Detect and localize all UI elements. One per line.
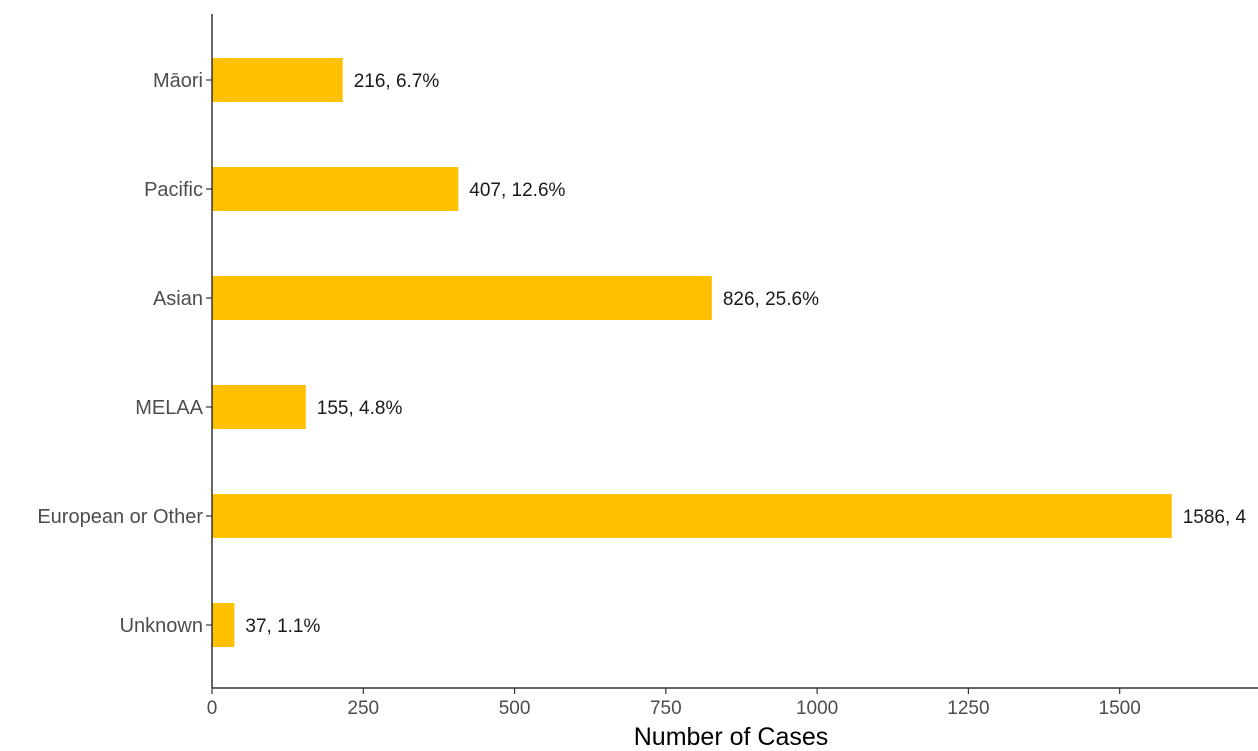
x-tick-label: 250: [347, 698, 379, 719]
bar-value-label: 155, 4.8%: [317, 398, 403, 419]
x-tick-label: 750: [650, 698, 682, 719]
category-label: Māori: [153, 70, 203, 92]
bar: [212, 494, 1172, 538]
x-axis-ticks: 0 250 500 750 1000 1250 1500: [206, 79, 1141, 719]
category-label: European or Other: [37, 506, 203, 528]
data-labels: 216, 6.7% 407, 12.6% 826, 25.6% 155, 4.8% 15…: [245, 71, 1246, 637]
bar-value-label: 826, 25.6%: [723, 289, 819, 310]
bars: [212, 58, 1172, 647]
category-labels: Māori Pacific Asian MELAA European or Other U…: [37, 70, 203, 637]
x-tick-label: 1250: [947, 698, 989, 719]
bar: [212, 603, 235, 647]
bar: [212, 276, 712, 320]
bar: [212, 385, 306, 429]
bar-value-label: 37, 1.1%: [245, 616, 320, 637]
x-tick-label: 1000: [796, 698, 838, 719]
category-label: Asian: [153, 288, 203, 310]
bar-value-label: 216, 6.7%: [354, 71, 440, 92]
category-label: Pacific: [144, 179, 203, 201]
bar: [212, 167, 459, 211]
x-axis-title: Number of Cases: [634, 723, 829, 751]
bar-value-label: 1586, 4: [1183, 507, 1247, 528]
x-tick-label: 1500: [1099, 698, 1141, 719]
x-tick-label: 500: [499, 698, 531, 719]
category-label: MELAA: [135, 397, 203, 419]
x-tick-label: 0: [207, 698, 218, 719]
bar-value-label: 407, 12.6%: [469, 180, 565, 201]
category-label: Unknown: [120, 615, 203, 637]
bar: [212, 58, 343, 102]
